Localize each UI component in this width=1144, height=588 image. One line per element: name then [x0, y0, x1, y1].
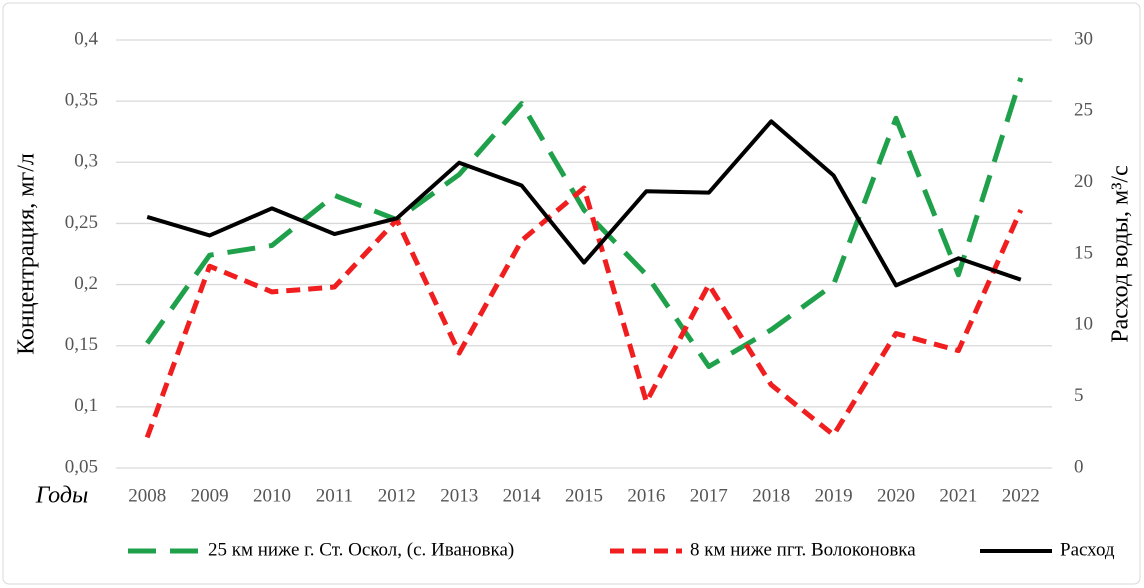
y-tick-label: 0,15 — [65, 334, 98, 355]
legend-text: 8 км ниже пгт. Волоконовка — [690, 539, 916, 560]
legend-text: 25 км ниже г. Ст. Оскол, (с. Ивановка) — [208, 539, 514, 560]
y-tick-label: 0,2 — [74, 273, 98, 294]
x-tick-label: 2016 — [627, 485, 665, 506]
y-tick-label: 0,25 — [65, 212, 98, 233]
series-line — [144, 185, 1024, 439]
x-tick-label: 2012 — [378, 485, 416, 506]
y-tick-label: 0,3 — [74, 151, 98, 172]
x-tick-label: 2008 — [128, 485, 166, 506]
y2-axis-title: Расход воды, м³/с — [1108, 165, 1134, 342]
y2-tick-label: 30 — [1074, 28, 1093, 49]
y2-tick-label: 0 — [1074, 456, 1084, 477]
x-tick-label: 2018 — [752, 485, 790, 506]
x-tick-label: 2010 — [253, 485, 291, 506]
y-tick-label: 0,1 — [74, 395, 98, 416]
x-tick-label: 2020 — [877, 485, 915, 506]
y-tick-label: 0,4 — [74, 28, 98, 49]
x-tick-label: 2021 — [939, 485, 977, 506]
y2-tick-label: 20 — [1074, 171, 1093, 192]
x-tick-label: 2014 — [503, 485, 542, 506]
x-tick-label: 2011 — [316, 485, 353, 506]
y2-tick-label: 15 — [1074, 242, 1093, 263]
series-line — [146, 119, 1022, 288]
y-tick-label: 0,05 — [65, 456, 98, 477]
y-tick-label: 0,35 — [65, 90, 98, 111]
x-tick-label: 2009 — [191, 485, 229, 506]
x-axis-title: Годы — [35, 483, 89, 509]
x-tick-label: 2017 — [690, 485, 728, 506]
y2-tick-label: 25 — [1074, 100, 1093, 121]
y-axis-title: Концентрация, мг/л — [14, 153, 40, 355]
x-tick-label: 2015 — [565, 485, 603, 506]
x-tick-label: 2019 — [815, 485, 853, 506]
legend-text: Расход — [1060, 539, 1115, 560]
series-line — [145, 77, 1024, 370]
y2-tick-label: 5 — [1074, 385, 1084, 406]
x-tick-label: 2022 — [1002, 485, 1040, 506]
x-tick-label: 2013 — [440, 485, 478, 506]
y2-tick-label: 10 — [1074, 314, 1093, 335]
